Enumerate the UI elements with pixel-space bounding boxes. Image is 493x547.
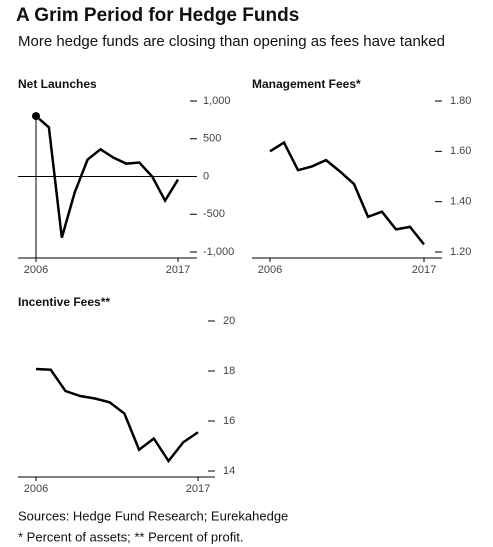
y-tick-label: -500 [203,208,225,220]
first-point [32,112,40,121]
y-tick-label: 18 [223,365,235,377]
footnote: * Percent of assets; ** Percent of profi… [18,529,243,544]
line-series [35,115,180,238]
chart-title: Net Launches [18,77,97,91]
y-tick-label: 1.40 [450,196,471,208]
x-tick-label: 2006 [258,264,282,276]
page-subtitle: More hedge funds are closing than openin… [18,33,445,50]
line-series [35,367,199,464]
y-tick-label: 1.20 [450,246,471,258]
y-tick-label: -1,000 [203,246,234,258]
y-tick-label: 0 [203,170,209,182]
y-tick-label: 14 [223,465,235,477]
y-tick-label: 500 [203,133,221,145]
y-tick-label: 1,000 [203,95,231,107]
x-tick-label: 2017 [186,483,210,495]
chart-title: Management Fees* [252,77,361,91]
x-tick-label: 2006 [24,264,48,276]
line-series [269,140,425,246]
x-tick-label: 2017 [412,264,436,276]
page-title: A Grim Period for Hedge Funds [16,5,299,26]
x-tick-label: 2017 [166,264,190,276]
sources: Sources: Hedge Fund Research; Eurekahedg… [18,508,288,523]
x-tick-label: 2006 [24,483,48,495]
y-tick-label: 16 [223,415,235,427]
y-tick-label: 1.80 [450,95,471,107]
y-tick-label: 20 [223,315,235,327]
chart-title: Incentive Fees** [18,295,110,309]
y-tick-label: 1.60 [450,145,471,157]
